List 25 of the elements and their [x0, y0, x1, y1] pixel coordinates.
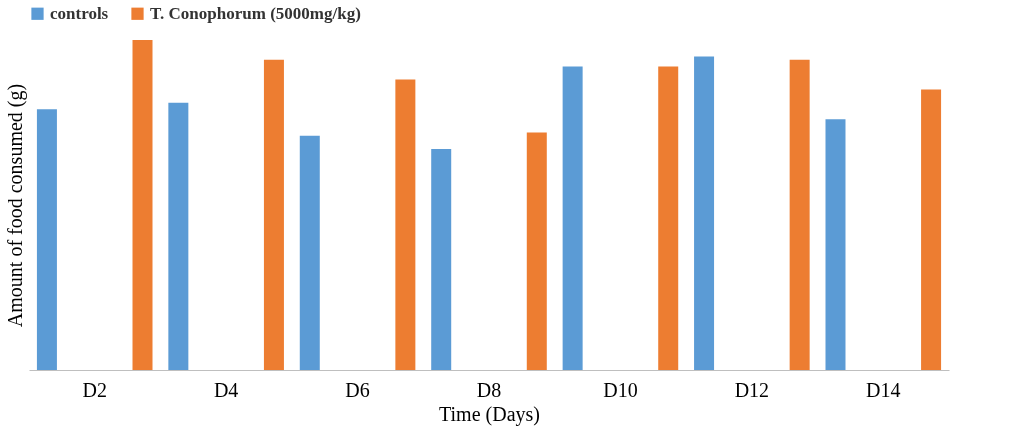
bar	[299, 135, 320, 370]
bar	[562, 66, 583, 370]
x-tick-label: D8	[476, 378, 502, 401]
bar	[132, 40, 153, 370]
x-tick-label: D6	[345, 378, 370, 401]
bar	[658, 66, 679, 370]
bar	[263, 59, 284, 370]
bar	[36, 109, 57, 370]
bar	[789, 59, 810, 370]
x-tick-label: D12	[734, 378, 770, 401]
bar	[431, 148, 452, 370]
y-axis-title: Amount of food consumed (g)	[3, 83, 27, 328]
bar	[921, 89, 942, 370]
x-tick-label: D4	[213, 378, 239, 401]
bar	[395, 79, 416, 370]
x-tick-label: D2	[82, 378, 107, 401]
legend-label: T. Conophorum (5000mg/kg)	[150, 3, 361, 23]
x-tick-label: D10	[603, 378, 638, 401]
bar	[168, 102, 189, 370]
x-tick-label: D14	[866, 378, 901, 401]
bar	[694, 56, 715, 370]
bar	[526, 132, 547, 370]
bar	[825, 119, 846, 370]
x-axis-title: Time (Days)	[439, 402, 540, 426]
legend-label: controls	[50, 3, 109, 23]
